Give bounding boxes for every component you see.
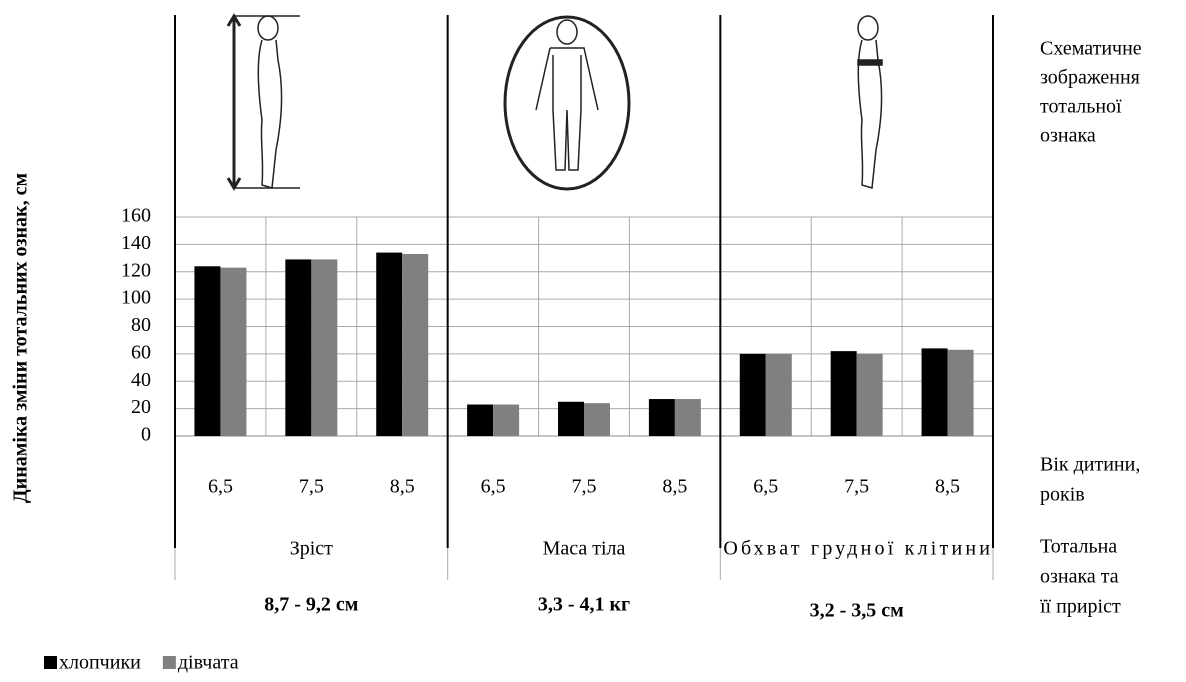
group-increment: 3,3 - 4,1 кг — [538, 594, 630, 616]
legend-swatch — [44, 656, 57, 669]
bar — [194, 266, 220, 436]
bar — [766, 354, 792, 436]
side-caption: Тотальна — [1040, 536, 1117, 558]
bar — [493, 405, 519, 436]
y-tick-label: 40 — [131, 369, 151, 391]
bar — [857, 354, 883, 436]
group-label: Обхват грудної клітини — [723, 538, 990, 560]
x-tick-label: 7,5 — [299, 476, 324, 498]
legend-label: хлопчики — [59, 652, 141, 674]
y-tick-label: 60 — [131, 341, 151, 363]
y-tick-label: 140 — [121, 232, 151, 254]
side-caption: тотальної — [1040, 96, 1122, 118]
y-tick-label: 20 — [131, 396, 151, 418]
legend-label: дівчата — [178, 652, 239, 674]
group-label: Маса тіла — [543, 538, 626, 560]
bar — [220, 268, 246, 436]
figure-chest — [858, 16, 882, 188]
bar — [311, 259, 337, 436]
bar — [402, 254, 428, 436]
side-caption: її приріст — [1040, 596, 1121, 618]
side-caption: Вік дитини, — [1040, 454, 1140, 476]
figure-height — [228, 16, 300, 188]
x-tick-label: 8,5 — [935, 476, 960, 498]
bar — [376, 253, 402, 436]
x-tick-label: 6,5 — [753, 476, 778, 498]
bar — [558, 402, 584, 436]
side-caption: років — [1040, 484, 1085, 506]
figure-mass — [505, 17, 629, 189]
side-caption: ознака та — [1040, 566, 1119, 588]
side-caption: ознака — [1040, 125, 1096, 147]
bar — [285, 259, 311, 436]
y-tick-label: 160 — [121, 205, 151, 227]
bar — [831, 351, 857, 436]
bar — [584, 403, 610, 436]
chart: 0 20 40 60 80 100 120 140 160 6,5 7,5 8,5 6,5 7,5 8,5 6… — [0, 0, 1186, 677]
group-label: Зріст — [290, 538, 333, 560]
group-increment: 8,7 - 9,2 см — [264, 594, 358, 616]
x-tick-label: 6,5 — [481, 476, 506, 498]
x-tick-label: 8,5 — [390, 476, 415, 498]
bar — [675, 399, 701, 436]
bar — [948, 350, 974, 436]
x-tick-label: 7,5 — [572, 476, 597, 498]
x-tick-label: 6,5 — [208, 476, 233, 498]
x-tick-label: 7,5 — [844, 476, 869, 498]
y-tick-label: 120 — [121, 259, 151, 281]
side-caption: зображення — [1040, 67, 1140, 89]
group-increment: 3,2 - 3,5 см — [810, 600, 904, 622]
y-tick-label: 0 — [141, 424, 151, 446]
x-tick-label: 8,5 — [662, 476, 687, 498]
y-tick-label: 100 — [121, 287, 151, 309]
bar — [740, 354, 766, 436]
bar — [922, 348, 948, 436]
y-tick-label: 80 — [131, 314, 151, 336]
legend-swatch — [163, 656, 176, 669]
side-caption: Схематичне — [1040, 38, 1142, 60]
bar — [467, 405, 493, 436]
y-axis-label: Динаміка зміни тотальних ознак, см — [10, 173, 32, 503]
bar — [649, 399, 675, 436]
